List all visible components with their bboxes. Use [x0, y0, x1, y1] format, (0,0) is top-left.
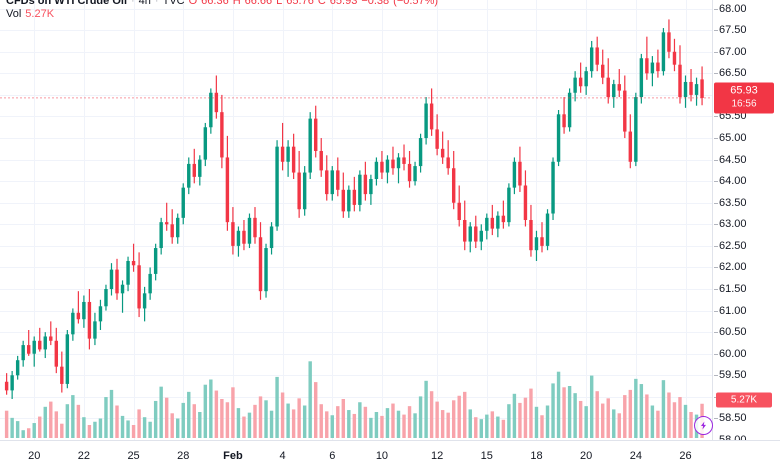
price-tick-label: 65.00 [714, 132, 747, 144]
price-tick-label: 63.50 [714, 197, 747, 209]
price-tick-label: 61.00 [714, 305, 747, 317]
price-tick-label: 62.00 [714, 261, 747, 273]
price-tick-label: 58.50 [714, 412, 747, 424]
price-tick-mark [714, 30, 718, 32]
last-price-value: 65.93 [730, 84, 758, 97]
price-tick-mark [714, 138, 718, 140]
lightning-bolt-glyph [700, 421, 706, 430]
price-tick-mark [714, 245, 718, 247]
price-tick-mark [714, 375, 718, 377]
price-tick-label: 62.50 [714, 240, 747, 252]
last-price-badge[interactable]: 65.93 16:56 [714, 82, 774, 114]
time-tick-label: 6 [329, 450, 336, 462]
price-tick-mark [714, 159, 718, 161]
price-tick-mark [714, 202, 718, 204]
price-tick-mark [714, 289, 718, 291]
price-tick-label: 67.00 [714, 46, 747, 58]
price-tick-label: 61.50 [714, 283, 747, 295]
time-tick-label: 12 [431, 450, 444, 462]
price-tick-label: 65.50 [714, 110, 747, 122]
time-tick-label: 24 [629, 450, 642, 462]
time-tick-label: 22 [77, 450, 91, 462]
price-tick-mark [714, 8, 718, 10]
time-tick-label: 18 [530, 450, 543, 462]
price-tick-label: 63.00 [714, 218, 747, 230]
price-tick-mark [714, 418, 718, 420]
price-tick-mark [714, 332, 718, 334]
price-tick-mark [714, 181, 718, 183]
price-tick-mark [714, 353, 718, 355]
chart-plot-area[interactable] [0, 0, 712, 440]
time-tick-label: 26 [679, 450, 692, 462]
last-price-time: 16:56 [731, 98, 757, 110]
price-tick-mark [714, 73, 718, 75]
time-tick-label: 20 [580, 450, 593, 462]
candlestick-series [4, 19, 704, 438]
lightning-bolt-icon[interactable] [693, 416, 713, 435]
price-tick-mark [714, 310, 718, 312]
time-axis[interactable]: 20 22 25 28 Feb 4 6 10 12 15 18 20 24 26 [0, 440, 780, 470]
price-tick-label: 59.50 [714, 369, 747, 381]
time-tick-label: Feb [223, 450, 243, 462]
price-tick-label: 60.00 [714, 348, 747, 360]
last-price-line [0, 97, 712, 99]
price-tick-label: 64.00 [714, 175, 747, 187]
volume-value-badge[interactable]: 5.27K [716, 392, 772, 408]
price-tick-label: 66.50 [714, 67, 747, 79]
price-tick-label: 64.50 [714, 154, 747, 166]
price-tick-mark [714, 51, 718, 53]
time-tick-label: 20 [28, 450, 41, 462]
price-tick-mark [714, 116, 718, 118]
price-tick-mark [714, 267, 718, 269]
time-tick-label: 4 [279, 450, 286, 462]
price-tick-label: 67.50 [714, 24, 747, 36]
price-tick-label: 68.00 [714, 3, 747, 15]
price-tick-mark [714, 224, 718, 226]
price-tick-label: 60.50 [714, 326, 747, 338]
time-tick-label: 15 [480, 450, 493, 462]
price-axis[interactable]: 68.0067.5067.0066.5066.0065.5065.0064.50… [712, 0, 780, 446]
time-tick-label: 25 [127, 450, 140, 462]
time-tick-label: 28 [177, 450, 190, 462]
time-tick-label: 10 [375, 450, 389, 462]
